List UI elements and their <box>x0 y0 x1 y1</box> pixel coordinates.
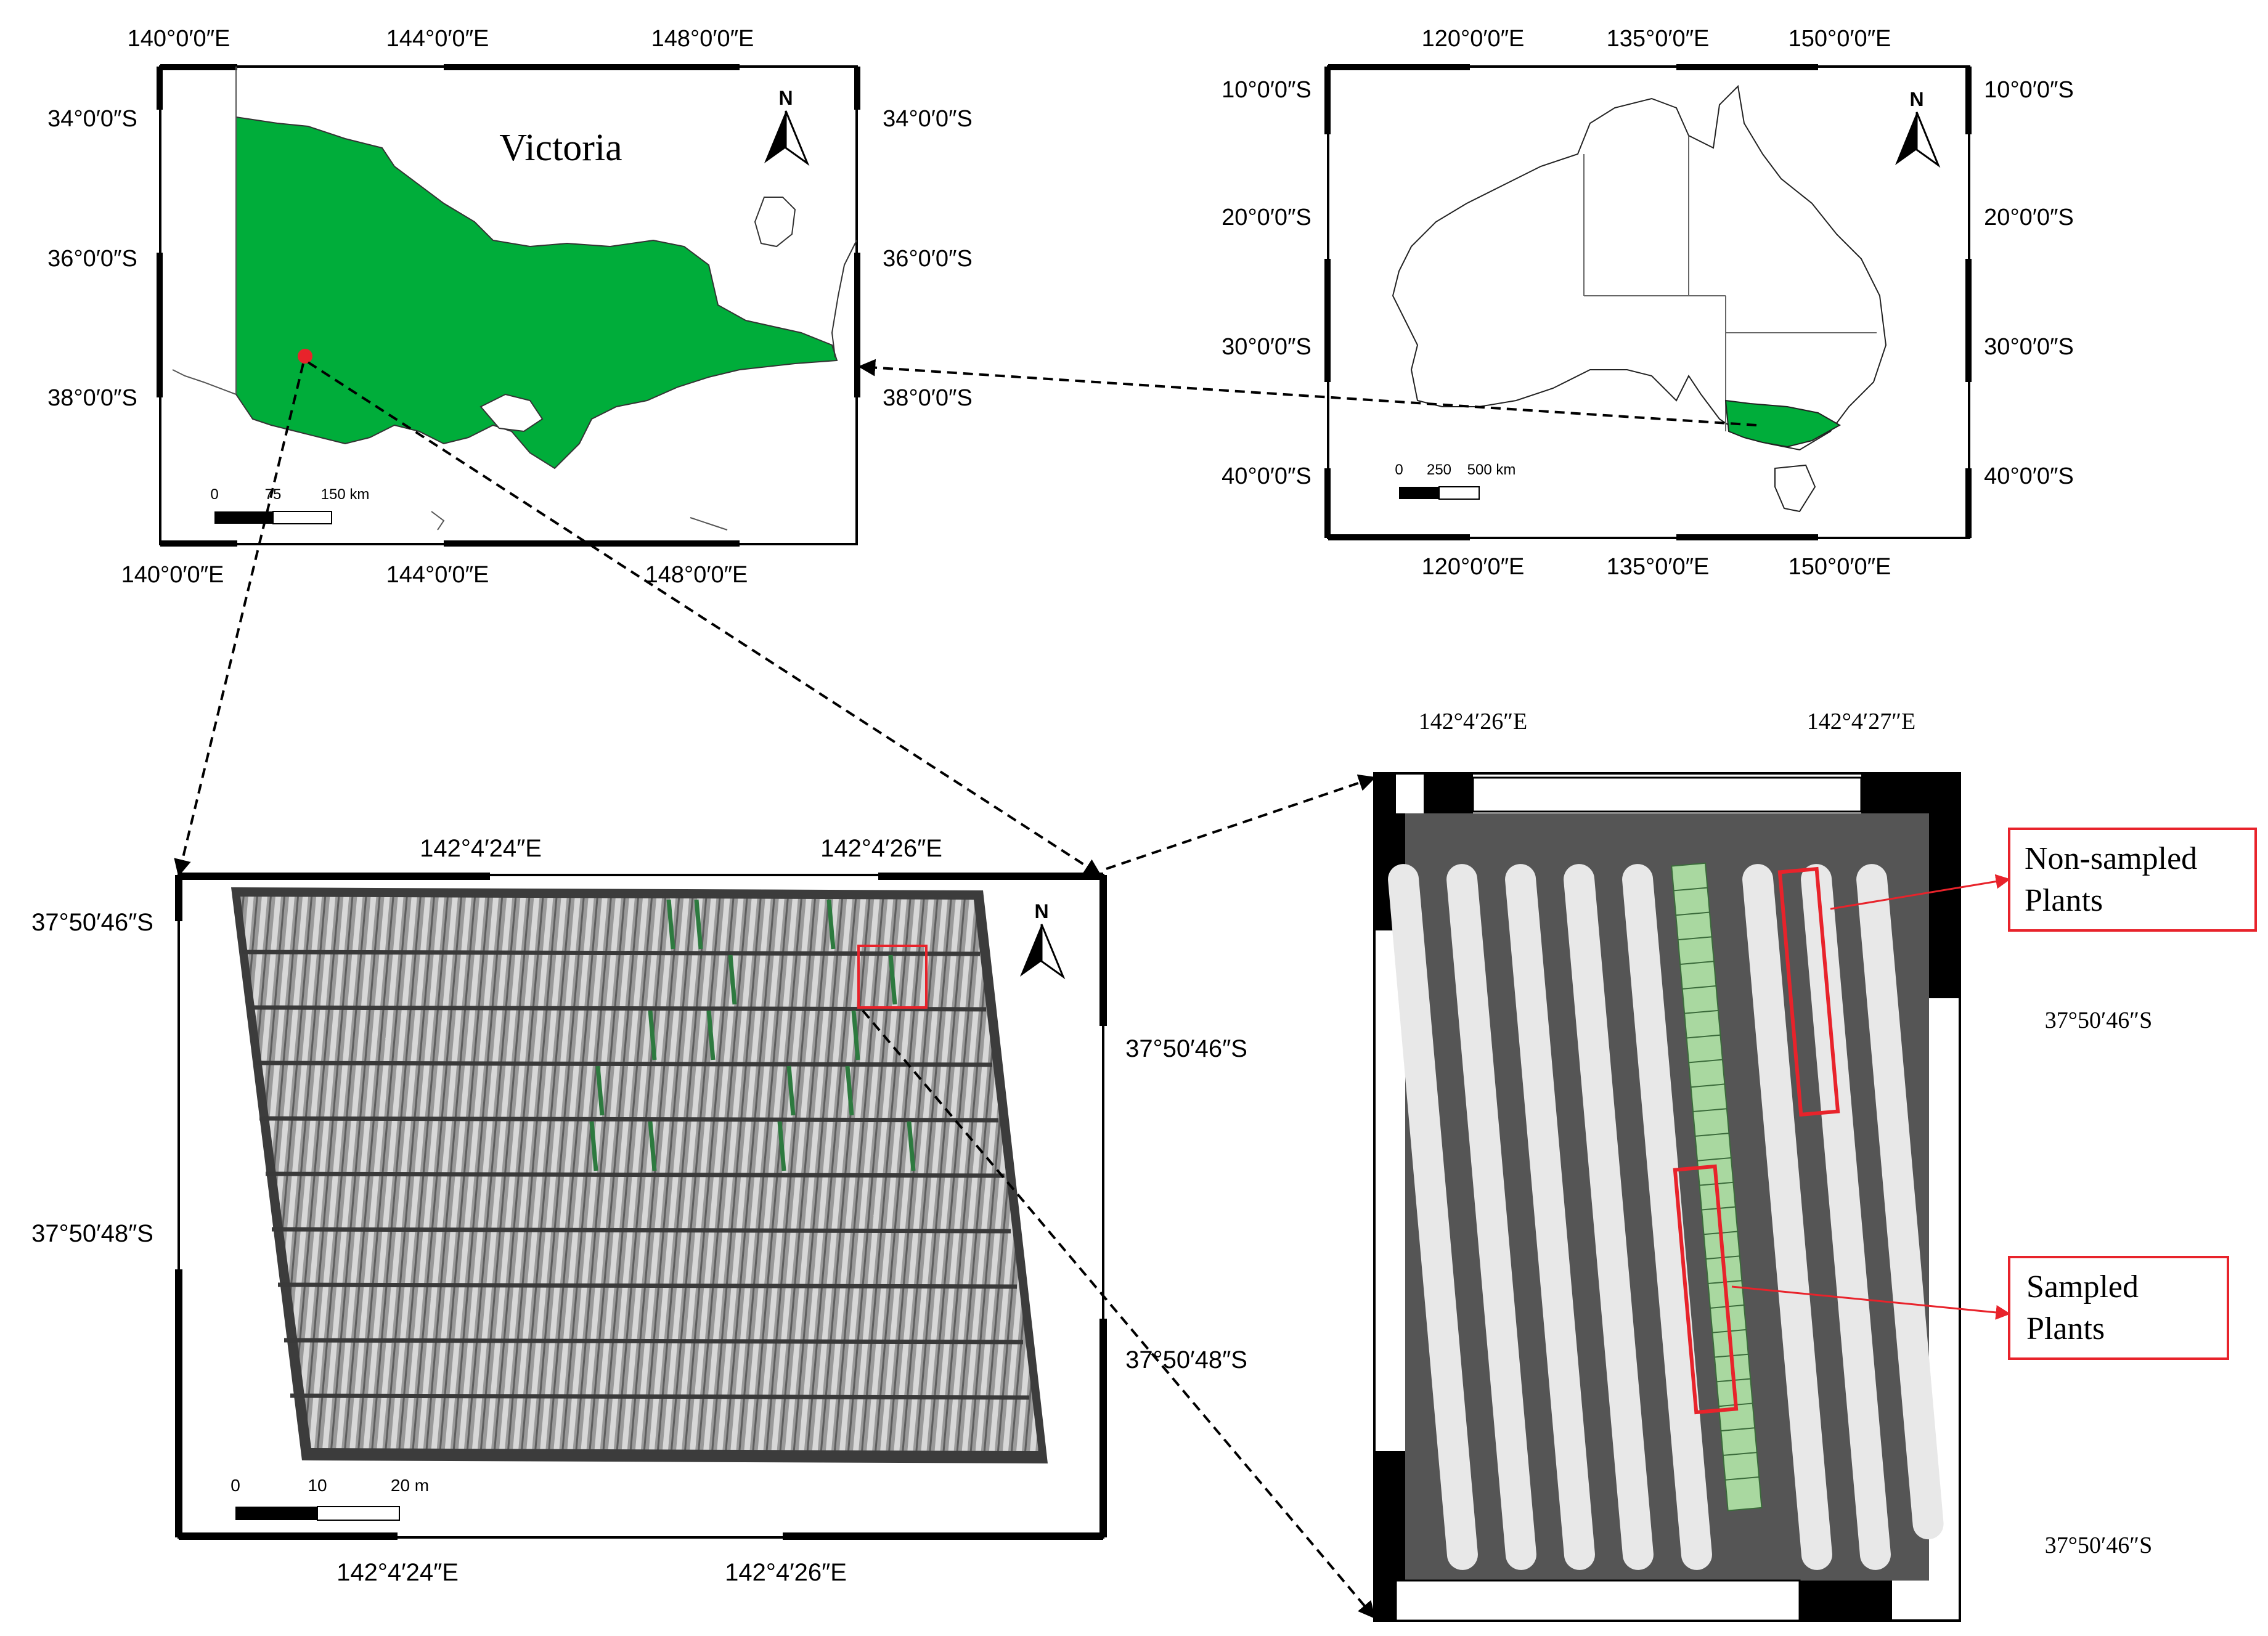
scale-label: 150 km <box>321 486 370 503</box>
australia-locator-map: N 0 250 500 km 120°0′0″E 135°0′0″E 150°0… <box>1222 26 2074 580</box>
lat-tick-label: 37°50′46″S <box>31 909 153 936</box>
lat-tick-label: 10°0′0″S <box>1984 77 2074 103</box>
victoria-state-shape <box>235 116 838 470</box>
lon-tick-label: 148°0′0″E <box>645 562 748 588</box>
lon-tick-label: 150°0′0″E <box>1789 554 1891 580</box>
north-label: N <box>778 87 793 109</box>
field-scale-bar: 0 10 20 m <box>230 1476 429 1521</box>
lat-tick-label: 37°50′46″S <box>1125 1035 1247 1062</box>
zoom-bottom-strip <box>1395 1579 1801 1622</box>
lat-tick-label: 40°0′0″S <box>1222 463 1311 489</box>
callout-text: Plants <box>2025 883 2103 918</box>
field-north-arrow: N <box>1020 900 1066 980</box>
sampled-callout: Sampled Plants <box>1731 1256 2229 1360</box>
lat-tick-label: 38°0′0″S <box>47 385 137 411</box>
lat-tick-label: 10°0′0″S <box>1222 77 1311 103</box>
australia-north-arrow: N <box>1895 88 1941 168</box>
lat-tick-label: 36°0′0″S <box>47 246 137 272</box>
scale-label: 10 <box>308 1476 327 1495</box>
lat-tick-label: 37°50′48″S <box>31 1220 153 1247</box>
victoria-north-arrow: N <box>764 87 810 166</box>
scale-label: 500 km <box>1467 462 1516 478</box>
lon-tick-label: 140°0′0″E <box>128 26 230 52</box>
lon-tick-label: 142°4′26″E <box>725 1559 847 1586</box>
victoria-title: Victoria <box>499 127 622 169</box>
non-sampled-box <box>1777 866 1840 1117</box>
study-site-marker <box>298 349 312 364</box>
victoria-locator-map: Victoria N 0 75 150 km 140°0′0″E 144°0′0… <box>47 26 973 588</box>
callout-text: Plants <box>2026 1311 2105 1346</box>
lat-tick-label: 34°0′0″S <box>47 106 137 132</box>
north-label: N <box>1034 900 1048 922</box>
lat-tick-label: 34°0′0″S <box>883 106 973 132</box>
lon-tick-label: 120°0′0″E <box>1422 554 1525 580</box>
australia-frame-bars <box>1324 64 1972 540</box>
tasmania-north-outline <box>431 511 728 531</box>
australia-victoria-highlight <box>1724 399 1842 448</box>
non-sampled-callout: Non-sampled Plants <box>1830 828 2257 932</box>
lat-tick-label: 30°0′0″S <box>1984 334 2074 360</box>
lon-tick-label: 148°0′0″E <box>651 26 754 52</box>
connector-arrow <box>858 359 1757 426</box>
plant-zoom-map: 142°4′26″E 142°4′27″E 37°50′46″S 37°50′4… <box>1373 709 2257 1622</box>
connector-arrow <box>1106 774 1376 870</box>
zoom-highlight-box <box>857 945 928 1009</box>
connector-arrow <box>307 361 1102 876</box>
island-outline <box>754 197 796 248</box>
lat-tick-label: 38°0′0″S <box>883 385 973 411</box>
lon-tick-label: 142°4′24″E <box>420 835 542 862</box>
north-label: N <box>1909 88 1923 110</box>
lon-tick-label: 142°4′26″E <box>1419 709 1528 735</box>
field-orthomosaic-map: N 0 10 20 m 142°4′24″E 142°4′26″E 142°4′… <box>31 835 1247 1586</box>
lon-tick-label: 135°0′0″E <box>1607 26 1710 52</box>
sampled-transects <box>589 899 916 1171</box>
callout-text: Sampled <box>2026 1269 2139 1304</box>
nsw-coast <box>172 67 237 395</box>
lat-tick-label: 20°0′0″S <box>1222 205 1311 230</box>
nsw-east-coast <box>831 240 857 358</box>
lon-tick-label: 142°4′24″E <box>337 1559 459 1586</box>
tasmania-outline <box>1774 464 1816 513</box>
sampled-box <box>1673 1164 1739 1415</box>
field-frame-bars <box>175 873 1107 1540</box>
scale-label: 250 <box>1427 462 1451 478</box>
scale-label: 20 m <box>391 1476 429 1495</box>
lon-tick-label: 140°0′0″E <box>121 562 224 588</box>
lon-tick-label: 142°4′26″E <box>820 835 942 862</box>
scale-label: 0 <box>1395 462 1403 478</box>
lat-tick-label: 30°0′0″S <box>1222 334 1311 360</box>
lon-tick-label: 135°0′0″E <box>1607 554 1710 580</box>
lon-tick-label: 144°0′0″E <box>386 26 489 52</box>
state-borders <box>1583 136 1877 431</box>
field-plot-dividers <box>242 950 1030 1400</box>
victoria-frame-bars <box>157 64 860 547</box>
zoom-top-strip <box>1472 776 1862 813</box>
connector-arrow <box>174 363 304 877</box>
scale-label: 0 <box>210 486 218 503</box>
lat-tick-label: 37°50′46″S <box>2045 1532 2152 1558</box>
callout-text: Non-sampled <box>2025 841 2197 876</box>
lat-tick-label: 37°50′48″S <box>1125 1346 1247 1374</box>
australia-scale-bar: 0 250 500 km <box>1395 462 1516 500</box>
scale-label: 0 <box>230 1476 240 1495</box>
lon-tick-label: 142°4′27″E <box>1807 709 1916 735</box>
lat-tick-label: 37°50′46″S <box>2045 1007 2152 1033</box>
port-phillip-bay <box>479 393 544 433</box>
lat-tick-label: 20°0′0″S <box>1984 205 2074 230</box>
connector-arrow <box>862 1009 1376 1619</box>
lon-tick-label: 144°0′0″E <box>386 562 489 588</box>
lat-tick-label: 40°0′0″S <box>1984 463 2074 489</box>
lon-tick-label: 120°0′0″E <box>1422 26 1525 52</box>
lon-tick-label: 150°0′0″E <box>1789 26 1891 52</box>
lat-tick-label: 36°0′0″S <box>883 246 973 272</box>
plant-rows <box>1388 864 1944 1570</box>
